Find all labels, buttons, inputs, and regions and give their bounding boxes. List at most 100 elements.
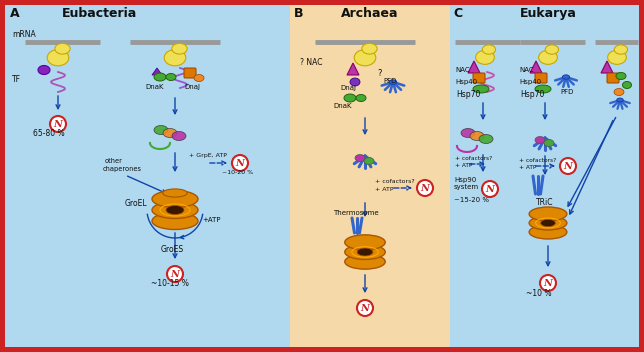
Ellipse shape [163, 128, 177, 138]
Ellipse shape [152, 190, 198, 207]
Text: ~10-20 %: ~10-20 % [222, 170, 253, 175]
Ellipse shape [345, 235, 385, 250]
Polygon shape [347, 63, 359, 75]
Text: N: N [171, 270, 180, 279]
FancyBboxPatch shape [184, 68, 196, 78]
Ellipse shape [345, 245, 385, 259]
Ellipse shape [164, 50, 186, 66]
Text: ? NAC: ? NAC [300, 58, 323, 67]
Ellipse shape [350, 78, 360, 86]
Text: B: B [294, 7, 303, 20]
Text: N: N [421, 184, 430, 193]
Ellipse shape [482, 45, 495, 54]
Ellipse shape [538, 50, 557, 64]
Ellipse shape [544, 139, 554, 146]
Ellipse shape [614, 88, 624, 95]
Ellipse shape [364, 157, 374, 164]
Text: Hsp40: Hsp40 [455, 79, 477, 85]
Ellipse shape [154, 73, 166, 81]
Ellipse shape [529, 216, 567, 230]
Ellipse shape [38, 65, 50, 75]
Text: system: system [454, 184, 479, 190]
Ellipse shape [47, 50, 69, 66]
Text: + ATP: + ATP [519, 165, 536, 170]
Ellipse shape [344, 94, 356, 102]
Text: ~10-15 %: ~10-15 % [151, 279, 189, 288]
Circle shape [232, 155, 248, 171]
Ellipse shape [535, 85, 551, 93]
Ellipse shape [166, 74, 176, 81]
Text: Thermosome: Thermosome [333, 210, 379, 216]
Ellipse shape [154, 126, 168, 134]
Ellipse shape [461, 128, 475, 138]
Ellipse shape [355, 155, 365, 162]
Polygon shape [530, 61, 542, 73]
Text: Eubacteria: Eubacteria [62, 7, 138, 20]
Ellipse shape [172, 43, 187, 54]
Circle shape [357, 300, 373, 316]
Circle shape [167, 266, 183, 282]
Text: 65-80 %: 65-80 % [33, 129, 64, 138]
Text: other: other [105, 158, 123, 164]
Text: GroES: GroES [160, 245, 184, 254]
Text: ~10 %: ~10 % [526, 289, 551, 298]
Text: PFD: PFD [383, 78, 396, 84]
Text: DnaJ: DnaJ [184, 84, 200, 90]
Circle shape [50, 116, 66, 132]
Text: + cofactors?: + cofactors? [455, 156, 492, 161]
Ellipse shape [470, 132, 484, 140]
Ellipse shape [529, 207, 567, 221]
Ellipse shape [345, 254, 385, 269]
Ellipse shape [389, 80, 397, 84]
Text: Eukarya: Eukarya [520, 7, 576, 20]
Ellipse shape [545, 45, 558, 54]
Ellipse shape [473, 85, 489, 93]
Circle shape [540, 275, 556, 291]
Polygon shape [152, 68, 162, 75]
Bar [290, 5, 450, 347]
Ellipse shape [357, 248, 373, 256]
Text: + ATP: + ATP [375, 187, 393, 192]
Text: N: N [53, 120, 62, 129]
Text: DnaJ: DnaJ [340, 85, 356, 91]
Text: chaperones: chaperones [103, 166, 142, 172]
Text: C: C [453, 7, 462, 20]
Ellipse shape [166, 206, 184, 214]
Text: TRiC: TRiC [536, 198, 553, 207]
Circle shape [417, 180, 433, 196]
Text: Hsp90: Hsp90 [454, 177, 477, 183]
Text: GroEL: GroEL [125, 199, 147, 208]
Text: + cofactors?: + cofactors? [519, 158, 556, 163]
Polygon shape [468, 61, 480, 73]
Ellipse shape [163, 189, 187, 197]
Ellipse shape [194, 75, 204, 82]
Text: DnaK: DnaK [333, 103, 352, 109]
Text: N: N [544, 279, 553, 288]
FancyBboxPatch shape [473, 73, 485, 83]
Text: A: A [10, 7, 19, 20]
Text: DnaK: DnaK [145, 84, 164, 90]
Ellipse shape [356, 94, 366, 101]
Text: NAC: NAC [519, 67, 534, 73]
Ellipse shape [562, 75, 569, 79]
Ellipse shape [476, 50, 495, 64]
Polygon shape [601, 61, 613, 73]
Text: ~15-20 %: ~15-20 % [454, 197, 489, 203]
Bar [450, 5, 639, 347]
Circle shape [560, 158, 576, 174]
Circle shape [482, 181, 498, 197]
FancyBboxPatch shape [535, 73, 547, 83]
Ellipse shape [172, 132, 186, 140]
Text: NAC: NAC [455, 67, 469, 73]
Text: N: N [564, 162, 573, 171]
Text: N: N [361, 304, 370, 313]
Ellipse shape [55, 43, 70, 54]
Ellipse shape [354, 50, 376, 66]
Ellipse shape [152, 201, 198, 219]
Text: +ATP: +ATP [202, 217, 220, 223]
Ellipse shape [614, 45, 627, 54]
Bar [5, 5, 290, 347]
Ellipse shape [152, 213, 198, 230]
Text: TF: TF [12, 75, 21, 84]
Ellipse shape [540, 219, 555, 227]
